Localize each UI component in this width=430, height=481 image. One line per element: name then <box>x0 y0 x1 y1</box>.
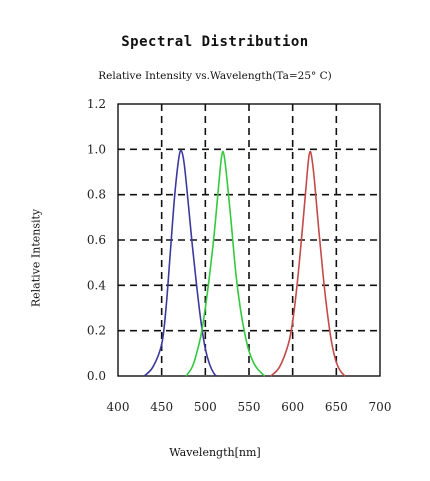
y-tick-label: 0.4 <box>87 278 106 292</box>
y-tick-label: 0.2 <box>87 324 106 338</box>
series-line-1 <box>185 150 266 377</box>
series-line-0 <box>143 149 218 377</box>
y-tick-label: 0.8 <box>87 188 106 202</box>
x-tick-label: 400 <box>107 400 130 414</box>
series-line-2 <box>270 150 346 377</box>
chart-title: Spectral Distribution <box>121 34 309 50</box>
y-tick-label: 0.6 <box>87 233 106 247</box>
y-tick-label: 1.2 <box>87 97 106 111</box>
x-tick-label: 700 <box>369 400 392 414</box>
chart-subtitle: Relative Intensity vs.Wavelength(Ta=25° … <box>98 70 332 82</box>
y-tick-label: 0.0 <box>87 369 106 383</box>
y-tick-label: 1.0 <box>87 142 106 156</box>
x-tick-label: 500 <box>194 400 217 414</box>
x-tick-label: 650 <box>325 400 348 414</box>
x-axis-label: Wavelength[nm] <box>169 446 261 459</box>
plot-frame <box>117 103 381 377</box>
x-tick-label: 450 <box>150 400 173 414</box>
x-tick-label: 600 <box>281 400 304 414</box>
x-tick-label: 550 <box>238 400 261 414</box>
